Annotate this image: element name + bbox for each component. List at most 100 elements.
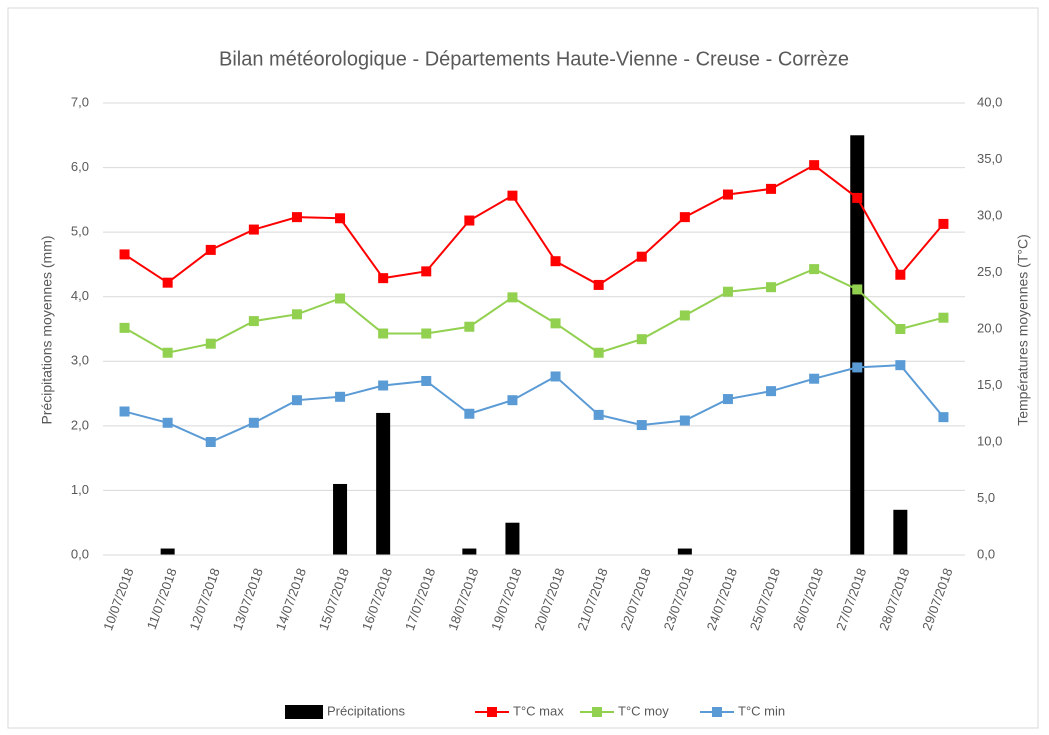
legend-marker — [592, 707, 602, 717]
y2-tick-label: 30,0 — [977, 207, 1002, 222]
y-tick-label: 4,0 — [71, 288, 89, 303]
marker — [162, 277, 173, 288]
bar — [893, 509, 908, 555]
bar — [850, 135, 865, 556]
marker — [507, 292, 518, 303]
line — [124, 364, 945, 444]
marker — [852, 362, 863, 373]
marker — [162, 417, 173, 428]
marker — [679, 212, 690, 223]
marker — [291, 212, 302, 223]
marker — [119, 322, 130, 333]
legend-label: Précipitations — [327, 703, 406, 718]
marker — [766, 282, 777, 293]
marker — [852, 192, 863, 203]
marker — [119, 406, 130, 417]
chart-title: Bilan météorologique - Départements Haut… — [219, 48, 849, 70]
marker — [679, 310, 690, 321]
y2-tick-label: 40,0 — [977, 94, 1002, 109]
marker — [722, 286, 733, 297]
marker — [248, 224, 259, 235]
y-axis-title: Précipitations moyennes (mm) — [39, 235, 55, 424]
legend-marker — [487, 707, 497, 717]
bar — [677, 548, 692, 555]
marker — [378, 328, 389, 339]
marker — [378, 380, 389, 391]
y-tick-label: 2,0 — [71, 417, 89, 432]
marker — [809, 373, 820, 384]
marker — [421, 375, 432, 386]
marker — [550, 256, 561, 267]
bar — [160, 548, 175, 555]
legend-label: T°C max — [513, 703, 564, 718]
marker — [938, 312, 949, 323]
line — [124, 163, 945, 287]
marker — [895, 324, 906, 334]
y2-tick-label: 5,0 — [977, 490, 995, 505]
marker — [852, 284, 863, 295]
y-tick-label: 6,0 — [71, 159, 89, 174]
marker — [291, 395, 302, 406]
marker — [378, 273, 389, 284]
marker — [464, 408, 475, 419]
marker — [162, 347, 173, 358]
marker — [679, 415, 690, 426]
marker — [248, 316, 259, 327]
marker — [593, 279, 604, 290]
marker — [464, 215, 475, 226]
bar — [505, 522, 520, 555]
y-tick-label: 1,0 — [71, 482, 89, 497]
marker — [205, 338, 216, 349]
legend-marker — [712, 707, 722, 717]
y2-tick-label: 35,0 — [977, 151, 1002, 166]
chart-frame — [7, 7, 1039, 729]
marker — [335, 213, 346, 224]
marker — [895, 269, 906, 280]
marker — [421, 328, 432, 339]
marker — [809, 160, 820, 171]
marker — [722, 394, 733, 405]
y2-tick-label: 20,0 — [977, 320, 1002, 335]
marker — [335, 293, 346, 304]
marker — [507, 395, 518, 406]
marker — [421, 266, 432, 277]
marker — [205, 437, 216, 447]
marker — [593, 409, 604, 420]
legend-label: T°C min — [738, 703, 785, 718]
line — [124, 268, 944, 354]
marker — [507, 190, 518, 201]
y2-tick-label: 0,0 — [977, 546, 995, 561]
y-tick-label: 7,0 — [71, 94, 89, 109]
marker — [593, 347, 604, 358]
marker — [722, 189, 733, 200]
marker — [938, 412, 949, 423]
y-tick-label: 0,0 — [71, 546, 89, 561]
legend-label: T°C moy — [618, 703, 669, 718]
marker — [766, 183, 777, 194]
marker — [464, 321, 475, 332]
y2-tick-label: 25,0 — [977, 264, 1002, 279]
marker — [119, 249, 130, 260]
y-tick-label: 3,0 — [71, 353, 89, 368]
marker — [938, 218, 949, 229]
marker — [809, 264, 820, 275]
legend-swatch — [285, 705, 323, 719]
bar — [333, 483, 348, 555]
marker — [205, 244, 216, 255]
marker — [550, 371, 561, 382]
marker — [766, 386, 777, 397]
y2-tick-label: 10,0 — [977, 433, 1002, 448]
bar — [376, 412, 391, 555]
marker — [291, 309, 302, 320]
marker — [895, 360, 906, 371]
marker — [636, 420, 647, 431]
marker — [550, 318, 561, 329]
y2-axis-title: Températures moyennes (T°C) — [1015, 234, 1031, 426]
marker — [636, 334, 647, 345]
y2-tick-label: 15,0 — [977, 377, 1002, 392]
y-tick-label: 5,0 — [71, 224, 89, 239]
bar — [462, 548, 477, 555]
marker — [248, 417, 259, 428]
marker — [636, 251, 647, 262]
